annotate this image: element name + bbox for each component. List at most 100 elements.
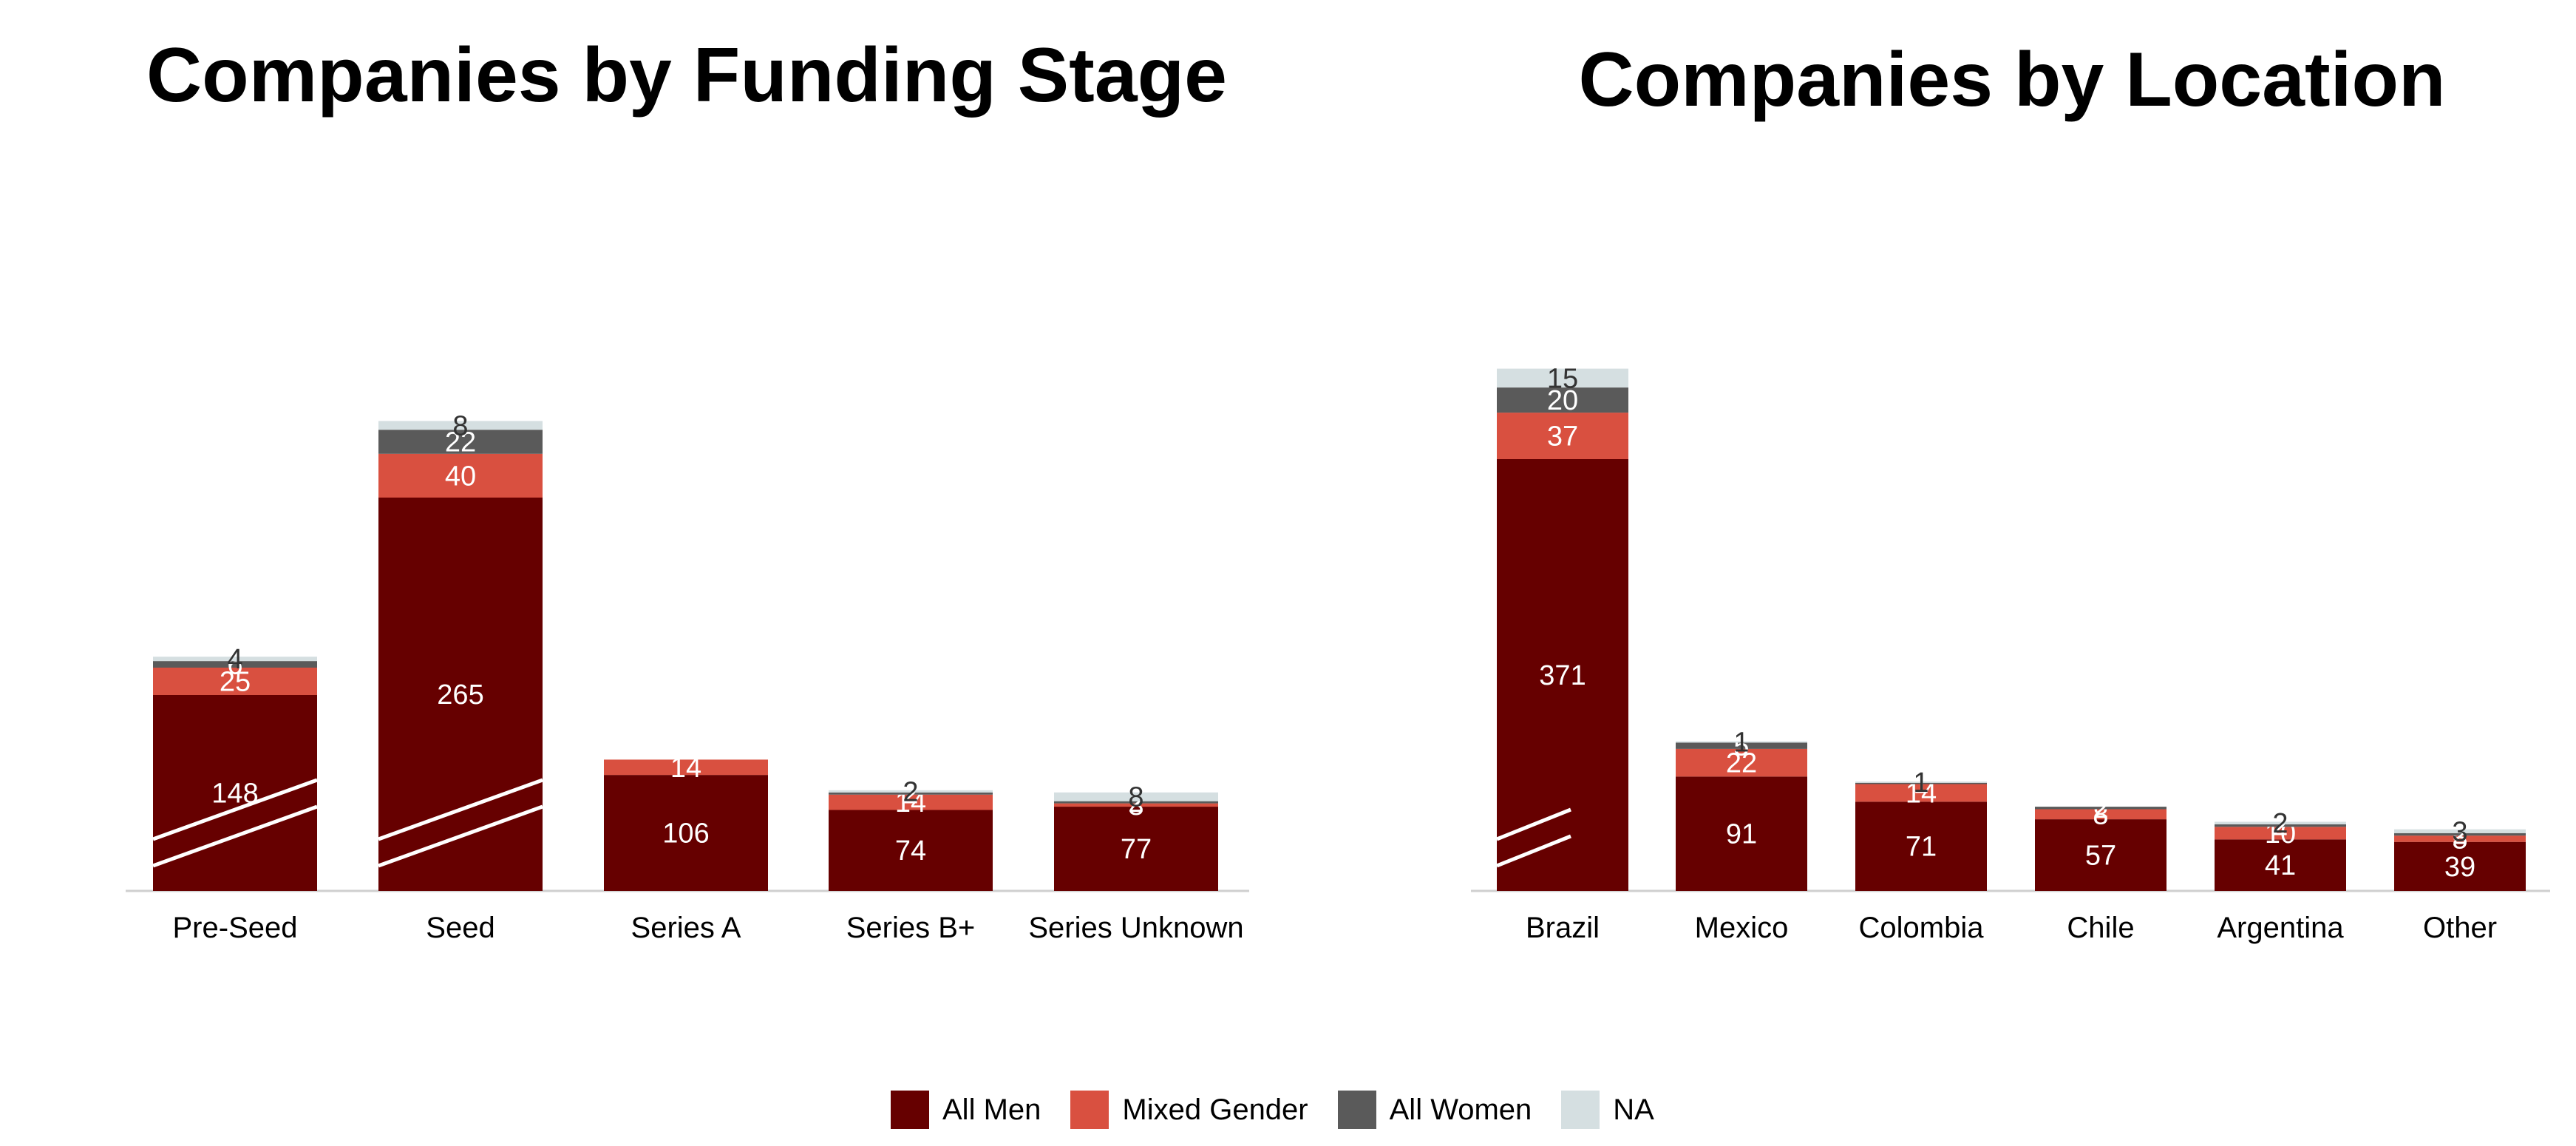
location-chart: 371372015Brazil912251Mexico711411Colombi… [1471,363,2550,944]
location-bar-chile-all-women [2035,807,2167,810]
location-bar-mexico-all-men [1676,776,1807,891]
funding-label-series-unknown-na: 8 [1128,782,1143,813]
funding-bar-seed-all-women [378,430,543,454]
funding-label-pre-seed-na: 4 [227,644,242,675]
location-label-argentina-all-men: 41 [2265,850,2296,881]
funding-label-series-b-all-men: 74 [895,835,926,867]
funding-bar-seed-all-men [378,498,543,891]
funding-bar-series-b-mixed-gender [829,794,993,810]
location-bar-brazil-na [1497,368,1628,388]
funding-label-seed-na: 8 [452,410,468,441]
location-tick-label-chile: Chile [2067,912,2134,944]
funding-bar-series-unknown-all-men [1054,807,1218,891]
location-bar-brazil-mixed-gender [1497,413,1628,459]
legend-swatch-na [1561,1091,1600,1129]
location-bar-brazil-all-men [1497,459,1628,891]
funding-label-series-b-all-women: 2 [903,779,918,810]
funding-label-series-b-na: 2 [903,776,918,807]
location-label-colombia-all-women: 1 [1913,769,1928,800]
location-bar-argentina-all-women [2215,824,2346,827]
location-tick-label-argentina: Argentina [2217,912,2344,944]
location-label-other-all-men: 39 [2444,852,2475,883]
funding-bar-pre-seed-na [153,657,317,662]
funding-label-seed-all-women: 22 [445,427,476,458]
location-label-brazil-all-women: 20 [1547,385,1578,416]
legend-item-all-women: All Women [1337,1091,1532,1129]
location-tick-label-brazil: Brazil [1526,912,1600,944]
location-tick-label-mexico: Mexico [1695,912,1789,944]
funding-bar-series-a-all-men [604,775,768,891]
funding-bar-series-b-all-men [829,810,993,891]
funding-bar-series-b-all-women [829,792,993,795]
location-label-mexico-all-men: 91 [1726,819,1757,850]
location-tick-label-colombia: Colombia [1859,912,1985,944]
location-bar-colombia-na [1855,781,1987,783]
funding-axis-break-pre-seed-2 [152,804,318,868]
location-chart-title: Companies by Location [1578,37,2446,123]
location-label-mexico-na: 1 [1733,728,1749,759]
funding-axis-break-seed-2 [378,804,543,868]
location-label-argentina-na: 2 [2272,808,2288,839]
funding-bar-pre-seed-all-women [153,661,317,668]
location-label-brazil-mixed-gender: 37 [1547,421,1578,452]
location-label-other-all-women: 2 [2452,820,2467,851]
legend-item-na: NA [1561,1091,1654,1129]
funding-bar-series-b-na [829,790,993,793]
location-axis-break-brazil-2 [1496,834,1571,868]
funding-tick-label-series-unknown: Series Unknown [1028,912,1243,944]
location-tick-label-other: Other [2423,912,2497,944]
funding-label-series-a-all-men: 106 [662,818,709,850]
location-label-argentina-all-women: 2 [2272,811,2288,842]
location-label-chile-all-women: 2 [2093,793,2108,824]
funding-axis-break-pre-seed-1 [152,778,318,841]
location-bar-other-na [2394,829,2526,833]
location-bar-argentina-mixed-gender [2215,827,2346,840]
location-bar-mexico-na [1676,741,1807,743]
location-label-colombia-na: 1 [1913,767,1928,799]
funding-bar-series-unknown-all-women [1054,801,1218,804]
funding-label-series-a-mixed-gender: 14 [670,753,701,784]
legend-label-na: NA [1613,1093,1654,1126]
funding-axis-break-seed-1 [378,778,543,841]
location-bar-colombia-all-men [1855,801,1987,891]
location-bar-other-all-women [2394,833,2526,836]
funding-tick-label-series-b: Series B+ [846,912,976,944]
funding-label-seed-all-men: 265 [437,679,483,711]
location-bar-brazil-all-women [1497,387,1628,413]
location-bar-colombia-mixed-gender [1855,784,1987,802]
funding-stage-chart-title: Companies by Funding Stage [146,33,1227,118]
funding-label-series-unknown-all-men: 77 [1121,834,1152,865]
location-bar-chile-mixed-gender [2035,809,2167,820]
funding-tick-label-pre-seed: Pre-Seed [173,912,298,944]
legend-label-mixed-gender: Mixed Gender [1122,1093,1308,1126]
funding-bar-series-unknown-na [1054,792,1218,801]
funding-label-seed-mixed-gender: 40 [445,461,476,492]
legend-label-all-men: All Men [942,1093,1041,1126]
legend: All Men Mixed Gender All Women NA [891,1091,1684,1129]
funding-bar-pre-seed-mixed-gender [153,668,317,695]
legend-swatch-all-women [1337,1091,1376,1129]
location-bar-mexico-all-women [1676,742,1807,749]
location-bar-other-mixed-gender [2394,835,2526,842]
location-bar-argentina-all-men [2215,839,2346,891]
legend-item-all-men: All Men [891,1091,1041,1129]
legend-label-all-women: All Women [1389,1093,1532,1126]
legend-swatch-all-men [891,1091,929,1129]
funding-label-pre-seed-mixed-gender: 25 [220,667,251,698]
location-label-mexico-all-women: 5 [1733,731,1749,762]
funding-tick-label-seed: Seed [426,912,495,944]
location-bar-mexico-mixed-gender [1676,748,1807,777]
funding-bar-series-unknown-mixed-gender [1054,803,1218,807]
location-label-colombia-all-men: 71 [1906,832,1937,863]
location-axis-break-brazil-1 [1496,807,1571,841]
location-label-other-na: 3 [2452,816,2467,847]
location-bar-other-all-men [2394,841,2526,891]
location-label-brazil-na: 15 [1547,363,1578,394]
location-bar-chile-all-men [2035,819,2167,891]
location-bar-argentina-na [2215,821,2346,824]
location-label-mexico-mixed-gender: 22 [1726,748,1757,779]
location-bar-colombia-all-women [1855,782,1987,784]
legend-item-mixed-gender: Mixed Gender [1070,1091,1308,1129]
